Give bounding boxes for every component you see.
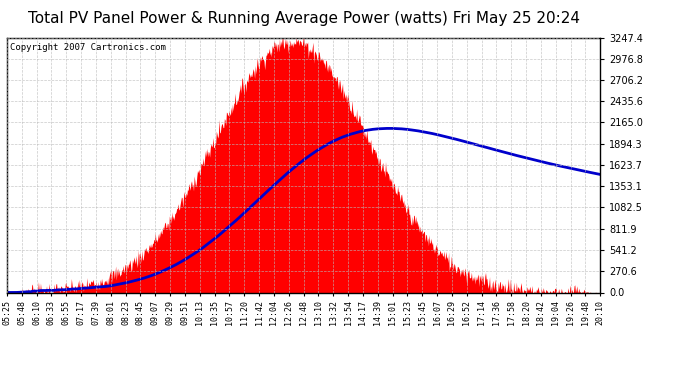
Text: Total PV Panel Power & Running Average Power (watts) Fri May 25 20:24: Total PV Panel Power & Running Average P… [28,11,580,26]
Text: Copyright 2007 Cartronics.com: Copyright 2007 Cartronics.com [10,43,166,52]
